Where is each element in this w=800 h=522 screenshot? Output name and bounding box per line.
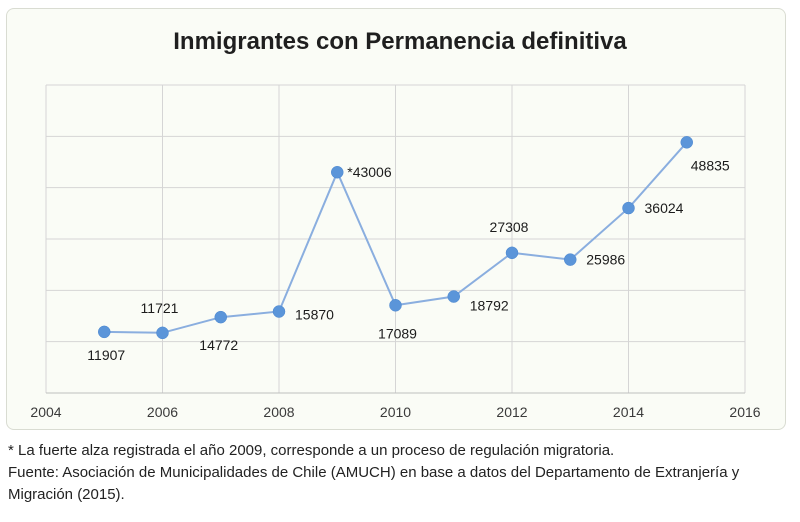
data-label-2008: 15870 bbox=[295, 307, 334, 323]
line-chart: 2004 2006 2008 2010 2012 2014 2016 11907 11721 14… bbox=[30, 84, 761, 420]
x-tick-label-5: 2014 bbox=[613, 404, 644, 420]
data-label-2013: 25986 bbox=[586, 252, 625, 268]
data-label-2009: *43006 bbox=[347, 164, 392, 180]
x-tick-label-6: 2016 bbox=[729, 404, 760, 420]
data-label-2007: 14772 bbox=[199, 337, 238, 353]
data-point-2007 bbox=[214, 310, 227, 324]
data-label-2010: 17089 bbox=[378, 325, 417, 341]
data-label-2014: 36024 bbox=[645, 200, 684, 216]
data-label-2012: 27308 bbox=[490, 219, 529, 235]
x-tick-label-1: 2006 bbox=[147, 404, 178, 420]
data-point-2015 bbox=[680, 136, 693, 149]
data-point-2014 bbox=[622, 201, 635, 215]
data-label-2015: 48835 bbox=[691, 157, 730, 173]
data-point-2012 bbox=[505, 246, 519, 260]
x-tick-label-4: 2012 bbox=[496, 404, 527, 420]
data-point-2010 bbox=[389, 299, 402, 312]
data-point-2009 bbox=[331, 165, 344, 179]
data-label-2006: 11721 bbox=[141, 300, 179, 316]
data-label-2005: 11907 bbox=[87, 347, 125, 363]
chart-footnote: * La fuerte alza registrada el año 2009,… bbox=[8, 442, 615, 459]
x-tick-label-3: 2010 bbox=[380, 404, 411, 420]
data-label-2011: 18792 bbox=[470, 298, 509, 314]
data-point-2005 bbox=[98, 325, 111, 339]
data-point-2013 bbox=[564, 253, 577, 266]
x-tick-label-0: 2004 bbox=[30, 404, 61, 420]
chart-title: Inmigrantes con Permanencia definitiva bbox=[173, 28, 627, 55]
chart-source: Fuente: Asociación de Municipalidades de… bbox=[8, 464, 740, 503]
x-tick-label-2: 2008 bbox=[263, 404, 294, 420]
data-point-2011 bbox=[447, 290, 460, 303]
data-point-2006 bbox=[156, 326, 169, 340]
data-point-2008 bbox=[272, 305, 286, 318]
